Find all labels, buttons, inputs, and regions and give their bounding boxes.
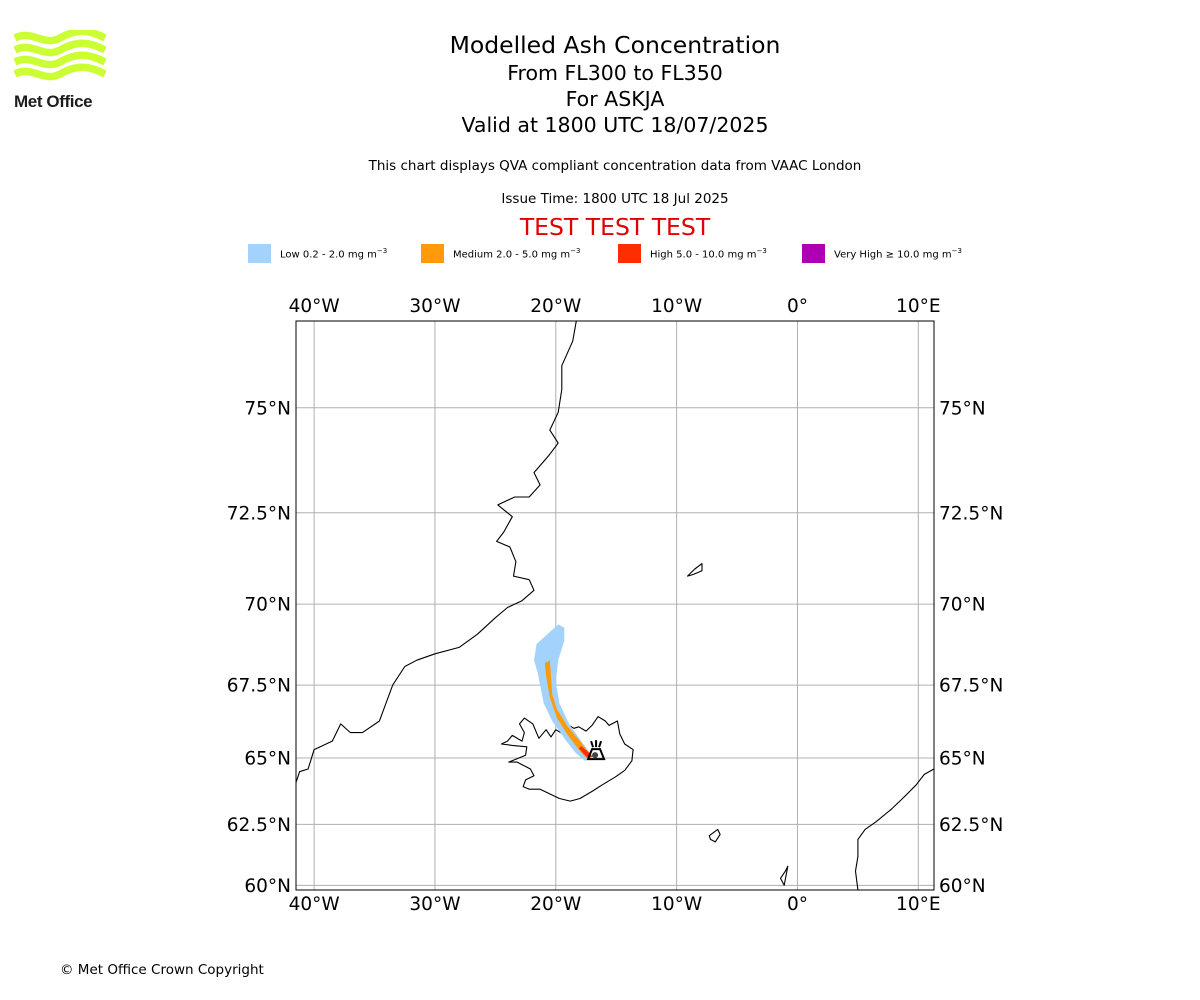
legend-swatch-high xyxy=(618,244,641,263)
map-gridlines xyxy=(296,321,934,890)
lon-tick-label-top: 30°W xyxy=(409,296,460,317)
coastline-jan-mayen xyxy=(686,563,703,577)
map-tick-labels: 40°W 40°W 30°W 30°W 20°W 20°W 10°W 10°W 0° 0° 10°E… xyxy=(227,296,1004,915)
lat-tick-label-right: 75°N xyxy=(939,398,986,419)
coastlines xyxy=(296,321,934,890)
chart-title: Modelled Ash Concentration xyxy=(449,31,781,59)
lon-tick-label-top: 40°W xyxy=(289,296,340,317)
ash-area-medium xyxy=(544,660,592,758)
legend-label-medium: Medium 2.0 - 5.0 mg m−3 xyxy=(453,246,581,261)
legend-item-very-high: Very High ≥ 10.0 mg m−3 xyxy=(802,244,962,263)
chart-title-block: Modelled Ash Concentration From FL300 to… xyxy=(315,30,915,138)
logo-waves-icon xyxy=(13,27,107,81)
lon-tick-label-top: 20°W xyxy=(530,296,581,317)
legend-label-very-high: Very High ≥ 10.0 mg m−3 xyxy=(834,246,962,261)
legend-swatch-low xyxy=(248,244,271,263)
coastline-iceland xyxy=(500,716,634,802)
coastline-shetland xyxy=(779,865,789,886)
issue-time: Issue Time: 1800 UTC 18 Jul 2025 xyxy=(501,191,729,207)
lon-tick-label-bottom: 10°W xyxy=(651,894,702,915)
legend-item-high: High 5.0 - 10.0 mg m−3 xyxy=(618,244,767,263)
logo-text: Met Office xyxy=(14,92,93,111)
logo-wave xyxy=(13,51,107,69)
lon-tick-label-top: 0° xyxy=(787,296,808,317)
volcano-icon xyxy=(586,740,606,761)
legend-item-medium: Medium 2.0 - 5.0 mg m−3 xyxy=(421,244,580,263)
coastline-norway xyxy=(854,768,934,890)
volcano-vent xyxy=(592,752,599,759)
lon-tick-label-bottom: 0° xyxy=(787,894,808,915)
lon-tick-label-top: 10°E xyxy=(896,296,940,317)
lat-tick-label-left: 65°N xyxy=(244,748,291,769)
lat-tick-label-left: 70°N xyxy=(244,595,291,616)
lon-tick-label-bottom: 30°W xyxy=(409,894,460,915)
lat-tick-label-left: 75°N xyxy=(244,398,291,419)
met-office-logo: Met Office xyxy=(13,27,110,112)
logo-wave xyxy=(13,63,107,81)
test-banner: TEST TEST TEST xyxy=(519,213,711,241)
valid-time: Valid at 1800 UTC 18/07/2025 xyxy=(461,113,769,137)
data-source-note: This chart displays QVA compliant concen… xyxy=(368,158,862,174)
lat-tick-label-right: 62.5°N xyxy=(939,815,1003,836)
lat-tick-label-left: 60°N xyxy=(244,876,291,897)
legend-swatch-very-high xyxy=(802,244,825,263)
ash-area-low xyxy=(534,624,594,761)
flight-level-range: From FL300 to FL350 xyxy=(507,61,723,85)
lat-tick-label-left: 62.5°N xyxy=(227,815,291,836)
map-frame xyxy=(295,320,935,891)
legend-label-low: Low 0.2 - 2.0 mg m−3 xyxy=(280,246,388,261)
logo-wave xyxy=(13,27,107,45)
copyright: © Met Office Crown Copyright xyxy=(60,962,264,978)
lat-tick-label-right: 72.5°N xyxy=(939,503,1003,524)
lat-tick-label-right: 70°N xyxy=(939,595,986,616)
lon-tick-label-bottom: 10°E xyxy=(896,894,940,915)
coastline-greenland xyxy=(296,321,577,783)
logo-wave xyxy=(13,39,107,57)
coastline-faroes xyxy=(708,828,721,843)
legend-label-high: High 5.0 - 10.0 mg m−3 xyxy=(650,246,767,261)
lon-tick-label-top: 10°W xyxy=(651,296,702,317)
lat-tick-label-right: 67.5°N xyxy=(939,676,1003,697)
legend-item-low: Low 0.2 - 2.0 mg m−3 xyxy=(248,244,387,263)
lon-tick-label-bottom: 20°W xyxy=(530,894,581,915)
legend-swatch-medium xyxy=(421,244,444,263)
volcano-name: For ASKJA xyxy=(565,87,665,111)
volcano-marker xyxy=(586,740,606,761)
lat-tick-label-left: 72.5°N xyxy=(227,503,291,524)
lat-tick-label-left: 67.5°N xyxy=(227,676,291,697)
lat-tick-label-right: 65°N xyxy=(939,748,986,769)
lon-tick-label-bottom: 40°W xyxy=(289,894,340,915)
ash-plume xyxy=(534,624,594,761)
lat-tick-label-right: 60°N xyxy=(939,876,986,897)
